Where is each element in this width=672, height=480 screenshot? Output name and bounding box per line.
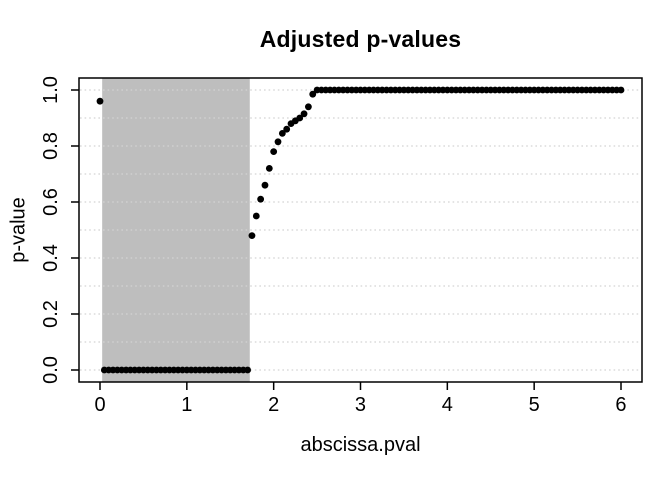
y-tick-label: 0.6 — [40, 188, 62, 216]
data-point — [261, 181, 269, 189]
data-point — [300, 110, 308, 118]
data-point — [257, 195, 265, 203]
data-point — [617, 86, 625, 94]
x-tick-label: 3 — [355, 394, 366, 416]
x-tick-label: 6 — [615, 394, 626, 416]
data-point — [296, 114, 304, 122]
data-point — [278, 130, 286, 137]
x-axis-label: abscissa.pval — [300, 434, 421, 456]
y-tick-label: 0.0 — [40, 356, 62, 384]
x-tick-label: 1 — [181, 394, 192, 416]
x-tick-label: 0 — [94, 394, 105, 416]
data-point — [283, 125, 291, 133]
x-tick-label: 5 — [529, 394, 540, 416]
data-point — [270, 148, 278, 156]
data-point — [309, 90, 317, 98]
data-point — [252, 212, 260, 220]
data-point — [248, 232, 256, 240]
data-point — [244, 366, 252, 374]
y-tick-label: 0.4 — [40, 244, 62, 272]
data-point — [265, 165, 273, 172]
data-point — [96, 97, 104, 105]
y-tick-label: 0.2 — [40, 300, 62, 328]
x-tick-label: 4 — [442, 394, 453, 416]
y-tick-label: 1.0 — [40, 76, 62, 104]
x-tick-label: 2 — [268, 394, 279, 416]
chart-title: Adjusted p-values — [259, 26, 462, 52]
y-tick-label: 0.8 — [40, 132, 62, 160]
data-point — [274, 138, 282, 146]
data-point — [304, 103, 312, 111]
